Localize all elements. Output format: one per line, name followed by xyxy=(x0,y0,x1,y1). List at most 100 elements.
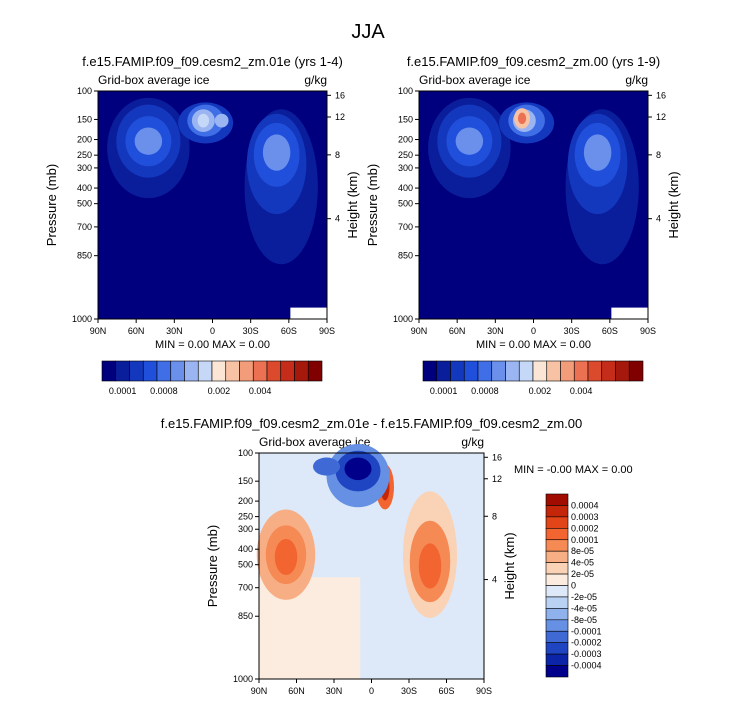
colorbar-swatch xyxy=(450,360,465,382)
height-tick-label: 16 xyxy=(656,90,666,100)
colorbar-label: 0.0003 xyxy=(571,512,599,522)
lat-tick-label: 60S xyxy=(438,686,454,696)
pressure-tick-label: 300 xyxy=(77,163,92,173)
colorbar-swatch xyxy=(545,528,569,541)
colorbar-swatch xyxy=(156,360,172,382)
panel-title: f.e15.FAMIP.f09_f09.cesm2_zm.01e (yrs 1-… xyxy=(82,54,343,69)
panel-difference-ice: f.e15.FAMIP.f09_f09.cesm2_zm.01e - f.e15… xyxy=(161,416,633,696)
height-tick-label: 4 xyxy=(335,214,340,224)
height-tick-label: 8 xyxy=(492,511,497,521)
pressure-tick-label: 700 xyxy=(398,222,413,232)
colorbar-label: -0.0004 xyxy=(571,661,602,671)
colorbar-swatch xyxy=(477,360,493,382)
colorbar-swatch xyxy=(436,360,451,382)
pressure-tick-label: 300 xyxy=(398,163,413,173)
colorbar-swatch xyxy=(505,360,520,382)
field-contour xyxy=(134,127,163,155)
pressure-tick-label: 400 xyxy=(398,183,413,193)
colorbar-swatch xyxy=(545,493,569,506)
colorbar-swatch xyxy=(546,360,561,382)
panel-title: f.e15.FAMIP.f09_f09.cesm2_zm.01e - f.e15… xyxy=(161,416,583,431)
colorbar-swatch xyxy=(518,360,534,382)
colorbar-swatch xyxy=(211,360,227,382)
y-axis-label: Pressure (mb) xyxy=(44,164,59,246)
lat-tick-label: 30S xyxy=(243,326,259,336)
colorbar-swatch xyxy=(573,360,589,382)
left-string: Grid-box average ice xyxy=(419,73,531,87)
colorbar-swatch xyxy=(532,360,548,382)
colorbar-label: 0.0002 xyxy=(571,523,599,533)
lat-tick-label: 90S xyxy=(319,326,335,336)
pressure-tick-label: 500 xyxy=(77,199,92,209)
colorbar-swatch xyxy=(545,642,569,655)
pressure-tick-label: 150 xyxy=(398,114,413,124)
colorbar-swatch xyxy=(560,360,575,382)
field-contour xyxy=(197,113,210,128)
colorbar-swatch xyxy=(545,562,569,575)
colorbar-swatch xyxy=(545,653,569,666)
colorbar-label: 0.0008 xyxy=(471,386,499,396)
lat-tick-label: 60N xyxy=(449,326,466,336)
height-tick-label: 12 xyxy=(656,112,666,122)
units-label: g/kg xyxy=(304,73,327,87)
missing-data xyxy=(611,307,648,319)
height-tick-label: 4 xyxy=(492,575,497,585)
pressure-tick-label: 250 xyxy=(238,512,253,522)
colorbar-label: -4e-05 xyxy=(571,603,597,613)
pressure-tick-label: 850 xyxy=(398,251,413,261)
lat-tick-label: 60S xyxy=(281,326,297,336)
colorbar-label: -2e-05 xyxy=(571,592,597,602)
colorbar-swatch xyxy=(252,360,268,382)
height-tick-label: 12 xyxy=(335,112,345,122)
y-axis-label-right: Height (km) xyxy=(345,171,360,238)
colorbar-label: 8e-05 xyxy=(571,546,594,556)
units-label: g/kg xyxy=(625,73,648,87)
pressure-tick-label: 200 xyxy=(238,496,253,506)
lat-tick-label: 90S xyxy=(476,686,492,696)
lat-tick-label: 30N xyxy=(326,686,343,696)
colorbar-swatch xyxy=(101,360,117,382)
colorbar-swatch xyxy=(129,360,144,382)
colorbar-swatch xyxy=(280,360,295,382)
pressure-tick-label: 400 xyxy=(77,183,92,193)
height-tick-label: 4 xyxy=(656,214,661,224)
lat-tick-label: 0 xyxy=(369,686,374,696)
pressure-tick-label: 400 xyxy=(238,544,253,554)
lat-tick-label: 0 xyxy=(210,326,215,336)
colorbar-swatch xyxy=(601,360,616,382)
field-contour xyxy=(344,457,372,481)
colorbar-label: -0.0003 xyxy=(571,649,602,659)
colorbar-swatch xyxy=(463,360,479,382)
field-contour xyxy=(313,457,340,476)
pressure-tick-label: 250 xyxy=(398,150,413,160)
lat-tick-label: 0 xyxy=(531,326,536,336)
colorbar-label: 0.0004 xyxy=(571,500,599,510)
colorbar-swatch xyxy=(307,360,323,382)
colorbar-swatch xyxy=(170,360,185,382)
lat-tick-label: 90N xyxy=(411,326,428,336)
colorbar-label: 0.0001 xyxy=(109,386,137,396)
colorbar-label: 0.0008 xyxy=(150,386,178,396)
colorbar-label: -8e-05 xyxy=(571,615,597,625)
colorbar-right: 0.0001 0.0008 0.002 0.004 xyxy=(422,360,644,396)
pressure-tick-label: 100 xyxy=(238,448,253,458)
field-contour xyxy=(517,112,527,125)
colorbar-swatch xyxy=(115,360,130,382)
field-contour xyxy=(262,134,291,171)
lat-tick-label: 90N xyxy=(90,326,107,336)
panel-baseline-ice: f.e15.FAMIP.f09_f09.cesm2_zm.00 (yrs 1-9… xyxy=(365,54,681,351)
lat-tick-label: 30S xyxy=(401,686,417,696)
colorbar-swatch xyxy=(545,505,569,518)
colorbar-swatch xyxy=(266,360,282,382)
colorbar-label: 2e-05 xyxy=(571,569,594,579)
height-tick-label: 12 xyxy=(492,474,502,484)
pressure-tick-label: 700 xyxy=(238,583,253,593)
colorbar-swatch xyxy=(545,539,569,552)
pressure-tick-label: 150 xyxy=(77,114,92,124)
colorbar-label: 0.0001 xyxy=(430,386,458,396)
lat-tick-label: 90S xyxy=(640,326,656,336)
lat-tick-label: 90N xyxy=(251,686,268,696)
colorbar-label: 0 xyxy=(571,581,576,591)
left-string: Grid-box average ice xyxy=(259,435,371,449)
